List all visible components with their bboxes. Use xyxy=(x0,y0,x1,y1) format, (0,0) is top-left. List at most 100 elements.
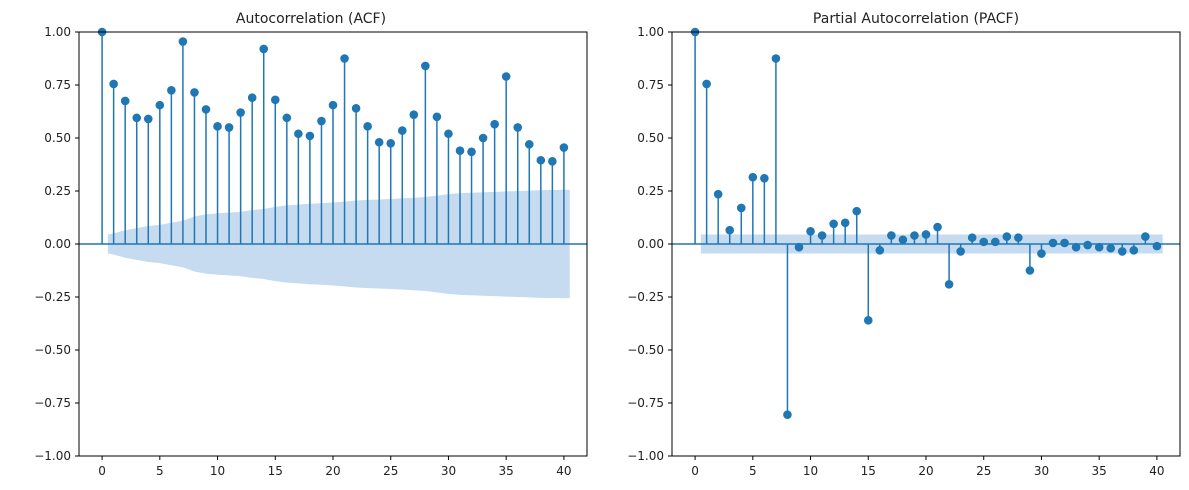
acf-panel: 0 5 10 15 20 25 30 35 40 −1.00 −0.75 −0.50 −0.25 0.00… xyxy=(34,11,588,478)
acf-x-tick-label-40: 40 xyxy=(556,464,571,478)
pacf-point-lag-14 xyxy=(852,206,862,216)
pacf-point-lag-27 xyxy=(1002,232,1012,241)
acf-chart-title: Autocorrelation (ACF) xyxy=(236,11,386,27)
pacf-point-lag-19 xyxy=(910,231,919,240)
pacf-point-lag-12 xyxy=(829,219,838,229)
pacf-y-tick-label-4: 0.00 xyxy=(637,237,664,251)
pacf-y-tick-label-2: −0.50 xyxy=(627,343,664,357)
acf-point-lag-21 xyxy=(340,54,349,63)
pacf-y-tick-label-6: 0.50 xyxy=(637,131,664,145)
pacf-x-tick-label-40: 40 xyxy=(1149,464,1164,478)
pacf-point-lag-39 xyxy=(1141,232,1150,241)
pacf-point-lag-30 xyxy=(1037,249,1046,258)
pacf-point-lag-38 xyxy=(1129,246,1139,255)
pacf-point-lag-16 xyxy=(875,246,885,255)
acf-point-lag-29 xyxy=(432,112,442,122)
pacf-point-lag-15 xyxy=(863,316,873,325)
acf-point-lag-13 xyxy=(247,93,257,103)
acf-point-lag-31 xyxy=(455,146,465,156)
pacf-point-lag-36 xyxy=(1106,243,1116,253)
pacf-point-lag-37 xyxy=(1117,247,1127,256)
pacf-x-tick-label-5: 5 xyxy=(749,464,757,478)
pacf-x-tick-label-30: 30 xyxy=(1034,464,1049,478)
acf-x-tick-label-5: 5 xyxy=(156,464,164,478)
pacf-point-lag-20 xyxy=(921,230,931,239)
acf-y-tick-label-6: 0.50 xyxy=(44,131,71,145)
acf-point-lag-11 xyxy=(224,123,234,132)
acf-point-lag-2 xyxy=(120,96,130,106)
pacf-panel: 0 5 10 15 20 25 30 35 40 −1.00 −0.75 −0.50 −0.25 0.00… xyxy=(627,11,1181,478)
acf-x-tick-label-0: 0 xyxy=(98,464,106,478)
pacf-point-lag-26 xyxy=(990,237,1000,247)
acf-point-lag-9 xyxy=(201,105,211,114)
acf-point-lag-20 xyxy=(328,100,338,110)
pacf-point-lag-2 xyxy=(713,189,723,199)
acf-point-lag-27 xyxy=(409,110,419,119)
pacf-point-lag-18 xyxy=(898,235,908,245)
acf-point-lag-34 xyxy=(490,119,499,129)
acf-point-lag-1 xyxy=(109,79,118,89)
pacf-point-lag-8 xyxy=(783,410,792,419)
pacf-point-lag-3 xyxy=(725,225,735,235)
pacf-point-lag-32 xyxy=(1060,238,1069,248)
pacf-point-lag-10 xyxy=(806,226,815,236)
pacf-point-lag-21 xyxy=(933,222,942,232)
pacf-point-lag-17 xyxy=(887,231,896,240)
acf-point-lag-28 xyxy=(421,61,430,71)
pacf-chart-title: Partial Autocorrelation (PACF) xyxy=(813,11,1019,27)
pacf-point-lag-31 xyxy=(1048,238,1058,248)
acf-x-tick-label-10: 10 xyxy=(210,464,225,478)
pacf-point-lag-4 xyxy=(736,203,746,213)
acf-point-lag-26 xyxy=(397,126,407,135)
pacf-y-tick-label-5: 0.25 xyxy=(637,184,664,198)
acf-point-lag-40 xyxy=(559,143,569,152)
pacf-point-lag-23 xyxy=(956,247,965,256)
pacf-x-tick-label-10: 10 xyxy=(803,464,818,478)
acf-point-lag-32 xyxy=(467,147,476,157)
acf-x-tick-label-35: 35 xyxy=(499,464,514,478)
acf-point-lag-36 xyxy=(513,123,523,132)
acf-point-lag-18 xyxy=(305,131,315,141)
acf-point-lag-12 xyxy=(236,108,245,117)
pacf-point-lag-29 xyxy=(1025,266,1035,275)
pacf-point-lag-9 xyxy=(794,242,804,252)
acf-y-tick-label-8: 1.00 xyxy=(44,25,71,39)
acf-point-lag-22 xyxy=(351,104,361,113)
acf-point-lag-25 xyxy=(386,139,396,148)
pacf-point-lag-7 xyxy=(771,54,781,63)
pacf-point-lag-1 xyxy=(702,79,711,89)
pacf-y-tick-label-3: −0.25 xyxy=(627,290,664,304)
acf-point-lag-17 xyxy=(294,129,303,139)
pacf-x-tick-label-20: 20 xyxy=(918,464,933,478)
pacf-point-lag-24 xyxy=(967,233,977,242)
pacf-point-lag-5 xyxy=(748,172,758,182)
acf-point-lag-15 xyxy=(270,95,280,105)
pacf-point-lag-33 xyxy=(1071,242,1081,252)
acf-point-lag-19 xyxy=(317,116,326,126)
acf-point-lag-38 xyxy=(536,155,546,165)
pacf-y-tick-label-7: 0.75 xyxy=(637,78,664,92)
acf-x-tick-label-25: 25 xyxy=(383,464,398,478)
pacf-point-lag-40 xyxy=(1152,241,1162,251)
pacf-point-lag-34 xyxy=(1083,240,1092,250)
pacf-point-lag-6 xyxy=(760,173,769,183)
acf-point-lag-30 xyxy=(444,129,453,139)
pacf-point-lag-11 xyxy=(817,231,827,240)
acf-point-lag-14 xyxy=(259,44,269,54)
pacf-x-tick-label-15: 15 xyxy=(861,464,876,478)
acf-x-tick-label-30: 30 xyxy=(441,464,456,478)
acf-point-lag-8 xyxy=(190,88,199,97)
acf-point-lag-24 xyxy=(374,137,384,147)
acf-y-tick-label-3: −0.25 xyxy=(34,290,71,304)
acf-y-tick-label-2: −0.50 xyxy=(34,343,71,357)
pacf-point-lag-35 xyxy=(1094,242,1104,252)
acf-y-tick-label-1: −0.75 xyxy=(34,396,71,410)
acf-point-lag-10 xyxy=(213,122,222,131)
acf-point-lag-16 xyxy=(282,113,292,123)
acf-y-tick-label-7: 0.75 xyxy=(44,78,71,92)
pacf-point-lag-22 xyxy=(944,279,954,289)
pacf-point-lag-28 xyxy=(1014,233,1023,242)
pacf-y-tick-label-1: −0.75 xyxy=(627,396,664,410)
acf-y-tick-label-0: −1.00 xyxy=(34,449,71,463)
acf-point-lag-37 xyxy=(524,140,534,149)
